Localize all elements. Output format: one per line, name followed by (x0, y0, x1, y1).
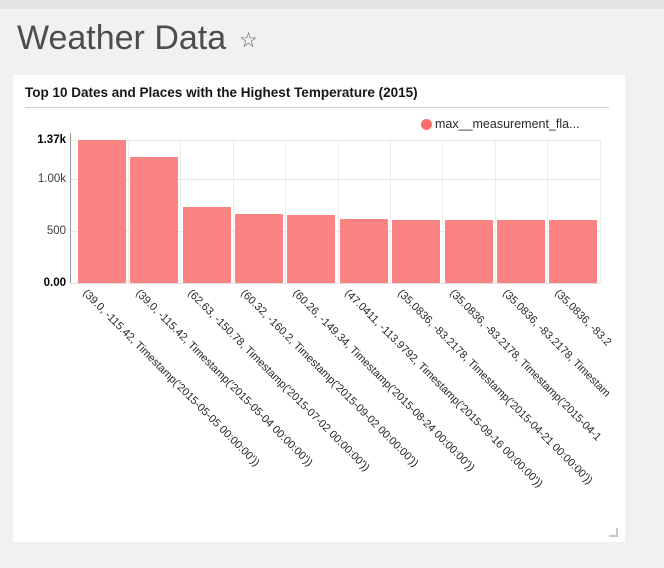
gridline-vertical (128, 140, 129, 283)
gridline-vertical (599, 140, 601, 283)
bar[interactable] (444, 219, 493, 283)
gridline-vertical (494, 140, 496, 283)
gridline-vertical (547, 140, 549, 283)
plot-area: 0.00 500 1.00k 1.37k (39.0, -115.42, Timesta… (13, 75, 625, 542)
x-axis-tick-label: (62.63, -150.78, Timestamp('2015-07-02 0… (185, 287, 372, 474)
chart-title: Top 10 Dates and Places with the Highest… (25, 85, 418, 100)
y-axis-tick-label: 500 (46, 224, 66, 237)
gridline-vertical (442, 140, 444, 283)
x-axis-tick-label: (35.0836, -83.2178, Timestam (499, 287, 612, 400)
page-header: Weather Data ☆ (17, 14, 258, 62)
gridline-vertical (390, 140, 391, 283)
gridline-vertical (285, 140, 287, 283)
x-axis-tick-label: (60.32, -160.2, Timestamp('2015-09-02 00… (237, 287, 420, 470)
x-axis-tick-label: (47.0411, -113.9792, Timestamp('2015-09-… (342, 287, 546, 491)
bar[interactable] (287, 215, 336, 283)
bar[interactable] (235, 214, 283, 283)
chart-card: Top 10 Dates and Places with the Highest… (13, 75, 625, 542)
bar[interactable] (182, 206, 231, 283)
bar[interactable] (497, 219, 545, 283)
top-strip (0, 0, 664, 9)
y-axis-tick-label: 1.00k (37, 172, 66, 185)
favorite-star-icon[interactable]: ☆ (239, 28, 258, 52)
x-axis-line (70, 283, 600, 284)
gridline-vertical (180, 140, 182, 283)
gridline-horizontal (70, 140, 600, 141)
bar[interactable] (77, 140, 126, 283)
y-axis-tick-label: 1.37k (37, 134, 66, 146)
title-divider (25, 107, 609, 108)
bar[interactable] (339, 219, 388, 283)
x-axis-tick-label: (35.0836, -83.2178, Timestamp('2015-04-2… (394, 287, 595, 487)
gridline-horizontal (70, 178, 600, 180)
legend-item[interactable]: max__measurement_fla... (421, 115, 580, 133)
x-axis-tick-label: (60.26, -149.34, Timestamp('2015-08-24 0… (290, 287, 477, 474)
gridline-vertical (232, 140, 234, 283)
x-axis-tick-label: (39.0, -115.42, Timestamp('2015-05-04 00… (132, 287, 315, 469)
bar[interactable] (392, 219, 441, 283)
legend-label: max__measurement_fla... (435, 117, 580, 131)
series-color-dot-icon (421, 118, 432, 130)
y-axis-line (70, 133, 71, 283)
gridline-vertical (337, 140, 339, 283)
resize-handle-icon[interactable] (609, 528, 618, 537)
bar[interactable] (130, 157, 179, 283)
y-axis-tick-label: 0.00 (43, 277, 66, 289)
x-axis-tick-label: (39.0, -115.42, Timestamp('2015-05-05 00… (80, 287, 263, 469)
bar[interactable] (549, 219, 598, 283)
page-title: Weather Data (17, 19, 227, 57)
